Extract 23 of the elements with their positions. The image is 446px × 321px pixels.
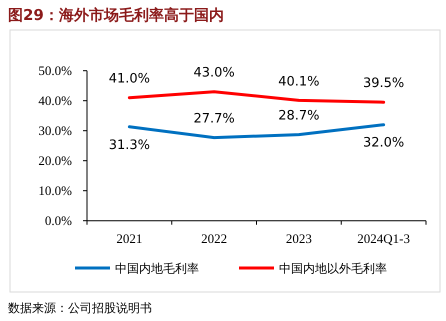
source-note: 数据来源：公司招股说明书 (8, 301, 152, 315)
data-label: 40.1% (278, 74, 320, 90)
data-label: 28.7% (278, 108, 320, 124)
y-tick-label: 50.0% (38, 63, 72, 78)
legend-label: 中国内地以外毛利率 (279, 262, 387, 276)
y-tick-label: 20.0% (38, 153, 72, 168)
x-tick-label: 2022 (201, 231, 228, 246)
data-label: 41.0% (108, 72, 150, 87)
chart-title: 图29：海外市场毛利率高于国内 (8, 6, 224, 24)
y-tick-label: 0.0% (44, 213, 72, 228)
data-label: 31.3% (108, 138, 150, 153)
data-label: 43.0% (193, 66, 235, 81)
legend-label: 中国内地毛利率 (115, 262, 199, 276)
line-series (128, 90, 386, 104)
data-label: 39.5% (362, 76, 404, 92)
y-tick-label: 40.0% (38, 93, 72, 108)
x-tick-label: 2024Q1-3 (357, 231, 410, 246)
y-tick-label: 10.0% (38, 183, 72, 198)
data-label: 32.0% (362, 136, 404, 151)
x-tick-label: 2023 (286, 231, 312, 246)
x-tick-label: 2021 (116, 231, 142, 246)
y-tick-label: 30.0% (38, 123, 72, 138)
data-label: 27.7% (193, 112, 235, 127)
